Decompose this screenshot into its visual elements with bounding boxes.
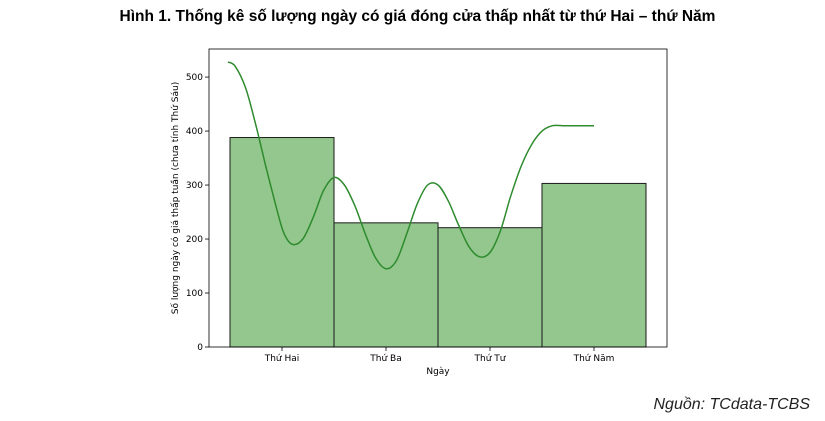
plot-frame bbox=[208, 48, 668, 348]
kde-curve-group bbox=[227, 61, 594, 270]
bar-0 bbox=[229, 137, 335, 348]
x-tick-label: Thứ Năm bbox=[573, 354, 615, 364]
x-tick-label: Thứ Hai bbox=[264, 354, 300, 364]
y-axis: 0 100 200 300 400 500 bbox=[186, 73, 209, 353]
x-tick-label: Thứ Tư bbox=[474, 354, 507, 364]
bar-1 bbox=[333, 222, 439, 348]
y-tick-label: 200 bbox=[186, 235, 203, 245]
kde-line bbox=[227, 61, 594, 270]
y-axis-label: Số lượng ngày có giá thấp tuần (chưa tín… bbox=[170, 82, 181, 314]
x-axis: Thứ Hai Thứ Ba Thứ Tư Thứ Năm bbox=[264, 347, 615, 364]
y-tick-label: 500 bbox=[186, 73, 203, 83]
bar-2 bbox=[437, 227, 543, 348]
y-tick-label: 300 bbox=[186, 181, 203, 191]
source-note: Nguồn: TCdata-TCBS bbox=[653, 396, 810, 413]
bar-3 bbox=[541, 182, 647, 348]
y-tick-label: 400 bbox=[186, 127, 203, 137]
x-axis-label: Ngày bbox=[426, 367, 450, 377]
x-tick-label: Thứ Ba bbox=[369, 354, 401, 364]
bars-group bbox=[229, 137, 647, 348]
y-tick-label: 100 bbox=[186, 289, 203, 299]
figure-title: Hình 1. Thống kê số lượng ngày có giá đó… bbox=[119, 8, 716, 25]
y-tick-label: 0 bbox=[197, 343, 203, 353]
